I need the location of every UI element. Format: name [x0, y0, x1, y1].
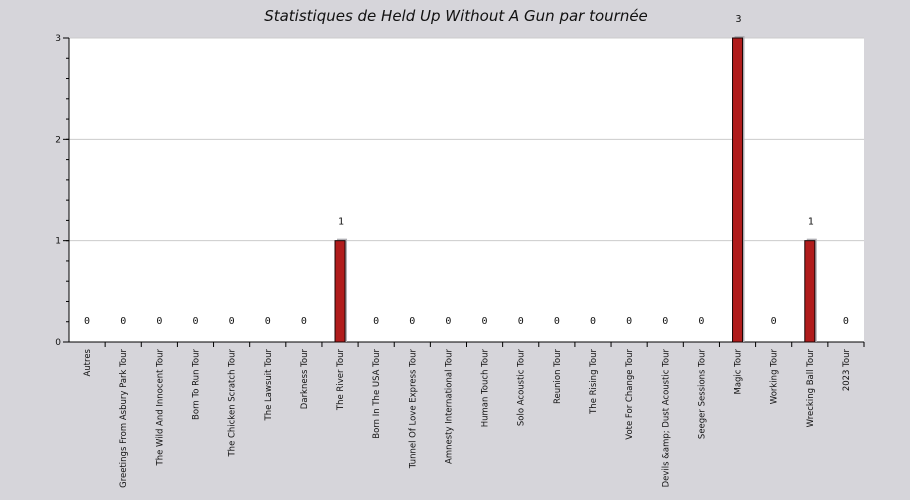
category-label: Reunion Tour: [553, 349, 563, 405]
data-label: 0: [590, 316, 596, 327]
data-label: 0: [445, 316, 451, 327]
data-label: 0: [120, 316, 126, 327]
plot-area: [69, 38, 864, 342]
category-label: The Lawsuit Tour: [264, 348, 274, 421]
category-label: Human Touch Tour: [481, 349, 491, 428]
category-label: 2023 Tour: [842, 349, 852, 392]
data-label: 0: [301, 316, 307, 327]
category-label: Working Tour: [770, 348, 780, 404]
data-label: 0: [554, 316, 560, 327]
category-label: The Rising Tour: [589, 349, 599, 415]
data-label: 0: [843, 316, 849, 327]
data-label: 0: [84, 316, 90, 327]
category-label: Born To Run Tour: [191, 349, 201, 420]
y-tick-label: 1: [55, 237, 61, 247]
category-label: Autres: [83, 348, 93, 376]
data-label: 3: [736, 14, 742, 25]
data-label: 0: [626, 316, 632, 327]
bar: [804, 240, 816, 343]
category-label: Vote For Change Tour: [625, 349, 635, 440]
category-label: Devils &amp; Dust Acoustic Tour: [661, 348, 671, 487]
category-label: Solo Acoustic Tour: [517, 349, 527, 427]
category-label: The Chicken Scratch Tour: [228, 349, 238, 458]
category-label: Wrecking Ball Tour: [806, 349, 816, 428]
data-label: 0: [265, 316, 271, 327]
category-label: Seeger Sessions Tour: [697, 349, 707, 440]
category-label: Amnesty International Tour: [444, 349, 454, 464]
data-label: 0: [771, 316, 777, 327]
data-label: 0: [229, 316, 235, 327]
category-label: The River Tour: [336, 349, 346, 412]
category-label: Greetings From Asbury Park Tour: [119, 349, 129, 488]
data-label: 0: [482, 316, 488, 327]
data-label: 0: [518, 316, 524, 327]
data-label: 0: [156, 316, 162, 327]
bar: [732, 37, 744, 343]
y-tick-label: 0: [55, 338, 61, 348]
data-label: 0: [662, 316, 668, 327]
data-label: 0: [373, 316, 379, 327]
data-label: 0: [698, 316, 704, 327]
category-label: Darkness Tour: [300, 349, 310, 410]
chart-title: Statistiques de Held Up Without A Gun pa…: [264, 7, 648, 25]
category-label: Born In The USA Tour: [372, 349, 382, 439]
data-label: 0: [192, 316, 198, 327]
data-label: 0: [409, 316, 415, 327]
category-label: Tunnel Of Love Express Tour: [408, 349, 418, 470]
data-label: 1: [338, 217, 344, 228]
y-tick-label: 2: [55, 135, 61, 145]
category-label: Magic Tour: [734, 349, 744, 395]
y-tick-label: 3: [55, 34, 61, 44]
data-label: 1: [808, 217, 814, 228]
category-label: The Wild And Innocent Tour: [155, 349, 165, 467]
bar: [334, 240, 346, 343]
